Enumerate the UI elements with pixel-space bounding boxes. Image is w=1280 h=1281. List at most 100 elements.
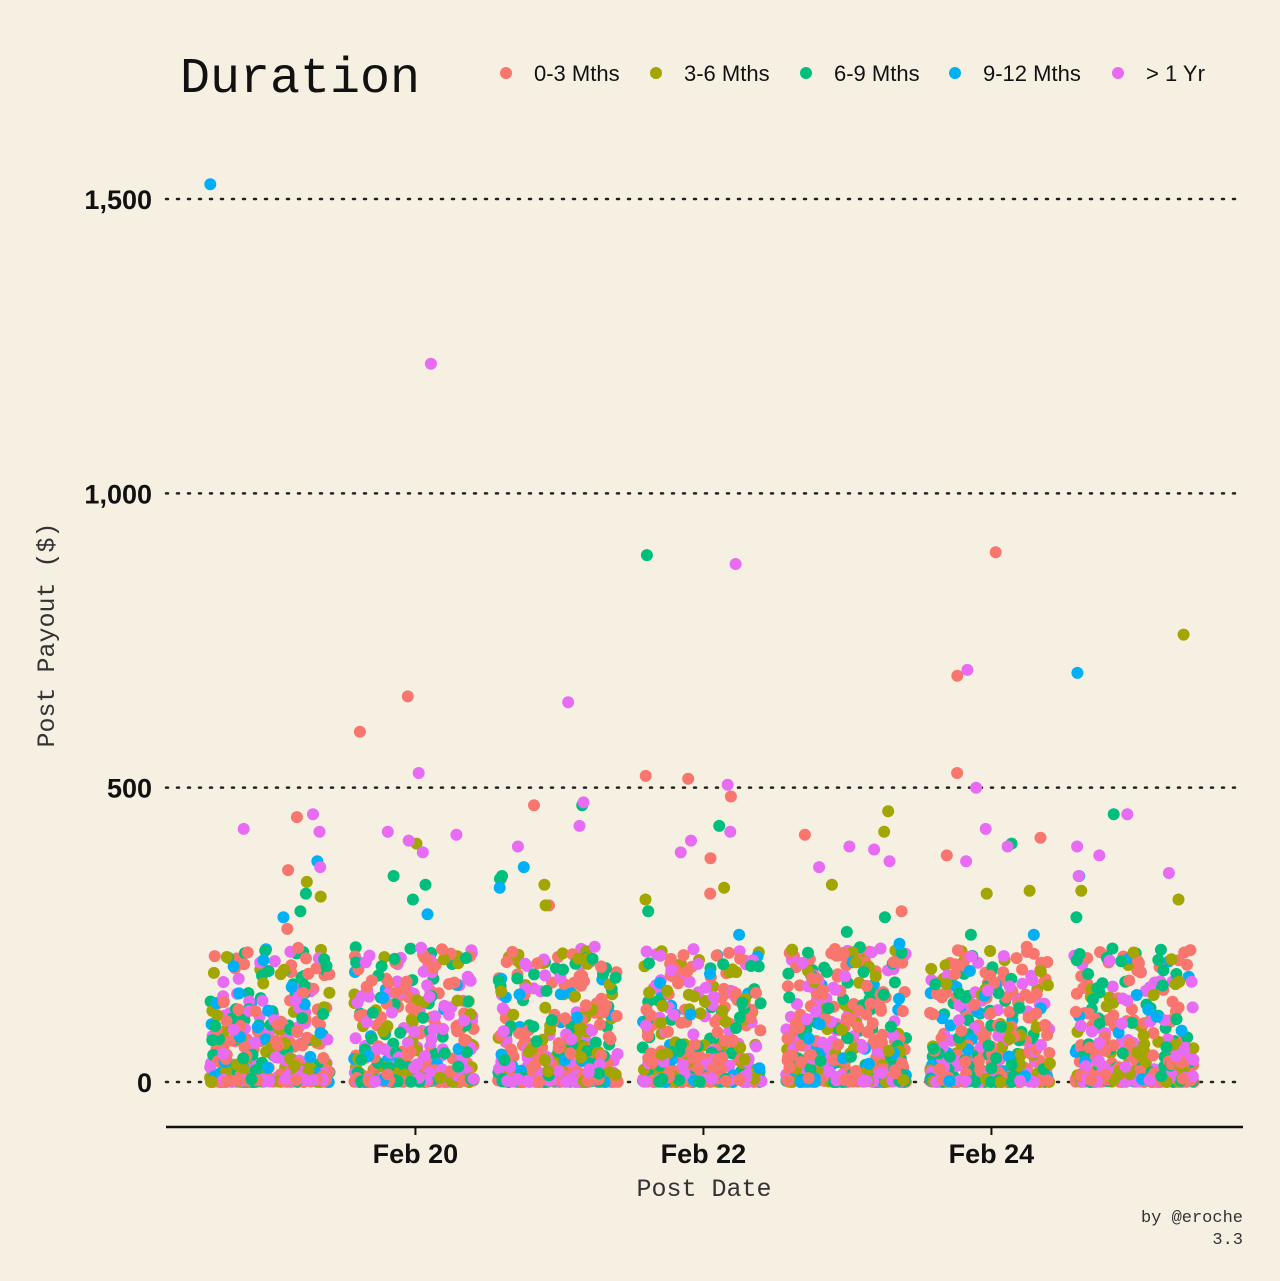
data-point-outlier [639, 769, 652, 782]
data-point [654, 1016, 667, 1029]
data-point [594, 1018, 606, 1031]
data-point [304, 1050, 317, 1063]
data-point [694, 1007, 707, 1020]
data-point [211, 1009, 224, 1022]
data-point [418, 1050, 431, 1063]
data-point [723, 946, 735, 959]
data-point [402, 1048, 415, 1061]
data-point [686, 1051, 699, 1064]
data-point-outlier [825, 878, 838, 891]
data-point [390, 986, 403, 999]
data-point [320, 960, 333, 972]
data-point [1170, 1013, 1183, 1026]
x-tick-label: Feb 20 [373, 1139, 459, 1169]
data-point-outlier [883, 855, 896, 868]
data-point [1142, 1003, 1155, 1016]
data-point [1173, 975, 1186, 988]
data-point-outlier [1070, 911, 1083, 924]
data-point [1026, 974, 1039, 987]
data-point-outlier [1075, 884, 1088, 897]
data-point [220, 1015, 233, 1027]
legend-item: 0-3 Mths [500, 61, 620, 86]
data-point-outlier [401, 690, 414, 703]
data-point [539, 1001, 552, 1014]
data-point [830, 949, 843, 962]
data-point [1093, 1017, 1106, 1030]
data-point [1147, 989, 1160, 1001]
data-point [458, 1034, 471, 1047]
legend-item: > 1 Yr [1112, 61, 1205, 86]
data-point [1115, 955, 1128, 968]
data-point [557, 963, 569, 976]
data-point [849, 956, 862, 969]
data-point-outlier [840, 925, 853, 938]
data-point [1116, 992, 1129, 1005]
data-point [788, 1023, 801, 1036]
data-point [205, 1075, 218, 1088]
data-point [884, 1020, 897, 1033]
data-point-outlier [450, 828, 463, 841]
data-point [263, 1075, 276, 1088]
data-point [1175, 1024, 1188, 1037]
data-point [423, 990, 436, 1003]
data-point [1041, 1074, 1054, 1087]
data-point [492, 974, 505, 987]
data-point [256, 994, 269, 1007]
y-tick-label: 1,000 [84, 479, 152, 509]
data-point [224, 1034, 237, 1047]
data-point [604, 1033, 617, 1045]
data-point-outlier [314, 890, 327, 903]
data-point [943, 1075, 956, 1087]
data-point-outlier [494, 872, 506, 885]
data-point [974, 1063, 987, 1076]
data-point-outlier [314, 861, 327, 874]
data-point [279, 1072, 292, 1085]
data-point [1116, 1017, 1128, 1030]
data-point [985, 1062, 998, 1075]
data-point [296, 1012, 309, 1025]
data-point [711, 1026, 724, 1039]
data-point [1074, 1019, 1087, 1032]
data-point [1014, 1074, 1027, 1087]
data-point-outlier [718, 881, 731, 894]
data-point [693, 1075, 706, 1088]
data-point-outlier [1023, 884, 1036, 897]
data-point [268, 955, 281, 968]
data-point-outlier [290, 811, 303, 824]
data-point [467, 1072, 480, 1085]
data-point [644, 1009, 657, 1022]
data-point [725, 1047, 738, 1060]
data-point [1107, 1009, 1120, 1022]
data-point [291, 1025, 303, 1038]
data-point [206, 1034, 219, 1047]
data-point [443, 978, 455, 990]
data-point [382, 976, 395, 989]
data-point [1181, 958, 1193, 971]
data-point [704, 967, 716, 980]
data-point [545, 1014, 558, 1027]
data-point-outlier [313, 825, 326, 838]
data-point [571, 1011, 584, 1024]
y-axis-title: Post Payout ($) [33, 522, 62, 747]
data-point-outlier [704, 852, 717, 865]
data-point [572, 952, 585, 965]
data-point [862, 1057, 875, 1070]
data-point [1014, 1048, 1027, 1061]
data-point [710, 949, 723, 962]
data-point [1069, 1005, 1082, 1018]
data-point [852, 1021, 865, 1034]
data-point-outlier [281, 922, 294, 935]
data-point [451, 994, 464, 1007]
data-point [841, 1032, 854, 1045]
data-point [1160, 1041, 1173, 1054]
data-point [823, 1065, 836, 1078]
data-point [323, 986, 336, 999]
data-point [416, 1011, 429, 1024]
data-point [1086, 1025, 1098, 1038]
data-point [427, 961, 440, 974]
data-point [782, 967, 795, 980]
data-point-outlier [277, 911, 290, 924]
data-point [511, 1073, 524, 1085]
data-point [554, 988, 567, 1001]
data-point-outlier [1034, 831, 1047, 844]
